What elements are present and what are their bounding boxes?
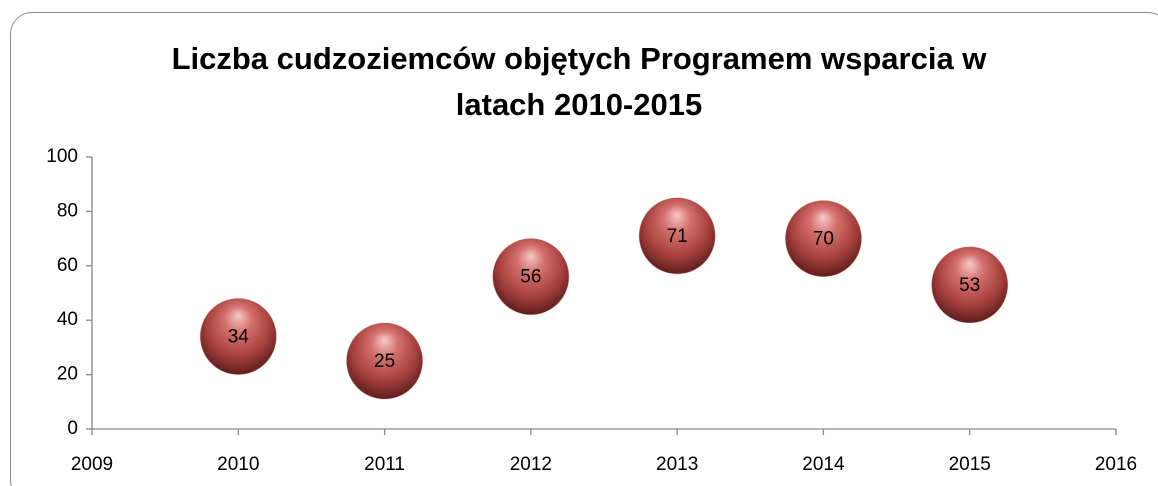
data-label: 25 <box>374 351 395 372</box>
y-tick-label: 20 <box>57 364 78 385</box>
x-tick-label: 2014 <box>802 454 845 475</box>
x-tick-label: 2010 <box>217 454 259 475</box>
x-tick-label: 2015 <box>949 454 991 475</box>
bubble <box>492 238 570 316</box>
x-tick-label: 2013 <box>656 454 698 475</box>
chart-title: Liczba cudzoziemców objętych Programem w… <box>171 41 987 122</box>
data-label: 70 <box>813 229 834 250</box>
bubble <box>931 246 1009 324</box>
y-tick-label: 100 <box>46 146 78 167</box>
bubble <box>638 197 716 275</box>
bubble <box>346 322 424 400</box>
data-label: 34 <box>228 327 250 348</box>
data-label: 71 <box>667 226 688 247</box>
y-tick-label: 40 <box>57 309 78 330</box>
y-tick-label: 80 <box>57 200 78 221</box>
x-tick-label: 2012 <box>510 454 552 475</box>
y-tick-label: 0 <box>67 418 78 439</box>
y-tick-label: 60 <box>57 255 78 276</box>
x-tick-label: 2016 <box>1095 454 1137 475</box>
bubble <box>784 200 862 278</box>
data-label: 56 <box>520 267 541 288</box>
x-tick-label: 2011 <box>364 454 405 475</box>
data-label: 53 <box>959 275 980 296</box>
chart-frame <box>10 12 1158 486</box>
bubble <box>199 298 277 376</box>
x-tick-label: 2009 <box>71 454 113 475</box>
